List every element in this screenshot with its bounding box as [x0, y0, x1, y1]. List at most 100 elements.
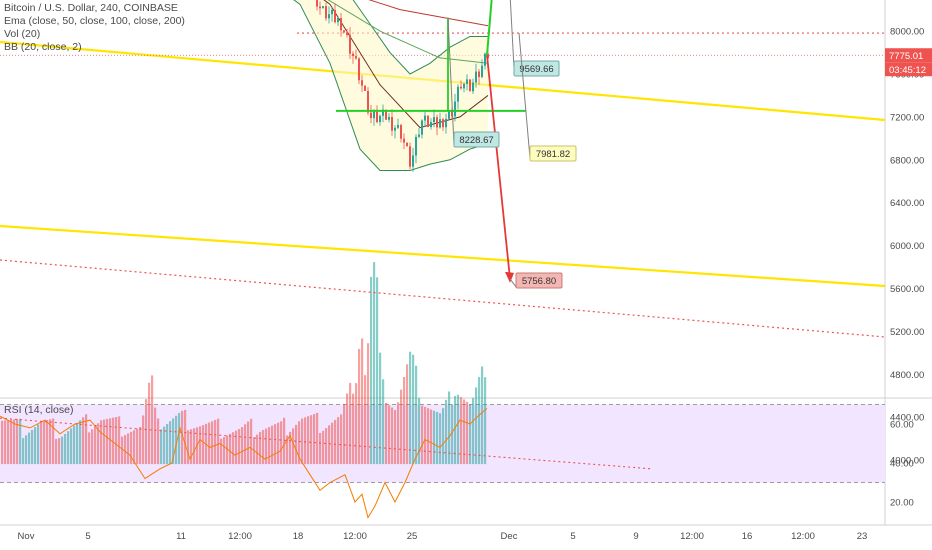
- projection-down-line: [486, 55, 511, 279]
- volume-bar: [454, 395, 457, 465]
- volume-bar: [295, 424, 298, 465]
- volume-bar: [91, 429, 94, 465]
- candle-body: [409, 146, 411, 167]
- candle-body: [466, 79, 468, 84]
- bb-legend: BB (20, close, 2): [4, 41, 82, 53]
- candle-body: [379, 115, 381, 123]
- candle-body: [424, 115, 426, 121]
- volume-bar: [250, 418, 253, 465]
- time-tick-label: 5: [570, 531, 575, 542]
- volume-bar: [142, 415, 145, 465]
- rsi-legend: RSI (14, close): [4, 404, 74, 416]
- volume-bar: [202, 425, 205, 465]
- volume-bar: [397, 402, 400, 465]
- volume-bar: [289, 431, 292, 465]
- volume-bar: [112, 417, 115, 465]
- volume-bar: [457, 394, 460, 465]
- volume-bar: [448, 391, 451, 465]
- down-arrowhead: [505, 271, 514, 283]
- candle-body: [418, 134, 420, 137]
- volume-bar: [316, 412, 319, 465]
- volume-bar: [67, 431, 70, 465]
- volume-bar: [13, 419, 16, 465]
- volume-bar: [64, 433, 67, 465]
- candle-body: [397, 125, 399, 128]
- time-tick-label: 18: [293, 531, 304, 542]
- volume-bar: [409, 351, 412, 465]
- volume-bar: [73, 425, 76, 465]
- volume-bar: [94, 426, 97, 465]
- volume-bar: [451, 404, 454, 465]
- candle-body: [460, 86, 462, 89]
- volume-bar: [58, 438, 61, 465]
- candle-body: [421, 120, 423, 135]
- volume-bar: [154, 407, 157, 465]
- volume-bar: [85, 414, 88, 465]
- candle-body: [388, 117, 390, 120]
- volume-bar: [184, 409, 187, 465]
- time-tick-label: 23: [857, 531, 868, 542]
- candle-body: [406, 142, 408, 147]
- volume-bar: [82, 417, 85, 465]
- volume-bar: [424, 406, 427, 465]
- candle-body: [484, 53, 486, 66]
- volume-bar: [100, 420, 103, 465]
- volume-bar: [124, 435, 127, 465]
- volume-bar: [484, 377, 487, 465]
- volume-bar: [187, 430, 190, 465]
- candle-body: [340, 18, 342, 31]
- volume-bar: [442, 408, 445, 465]
- rsi-trendline: [0, 417, 653, 470]
- time-tick-label: 16: [742, 531, 753, 542]
- candle-body: [475, 71, 477, 83]
- bollinger-fill: [294, 0, 488, 171]
- candle-body: [394, 127, 396, 131]
- candle-body: [454, 101, 456, 117]
- volume-bar: [478, 376, 481, 465]
- volume-bar: [466, 401, 469, 465]
- volume-bar: [310, 415, 313, 465]
- volume-bar: [430, 409, 433, 465]
- volume-bar: [301, 418, 304, 465]
- volume-bar: [343, 403, 346, 465]
- volume-bar: [223, 437, 226, 465]
- volume-bar: [268, 427, 271, 465]
- volume-bar: [304, 417, 307, 465]
- volume-bar: [61, 436, 64, 465]
- bollinger-upper: [352, 0, 488, 75]
- candle-body: [331, 9, 333, 15]
- price-tick-label: 7200.00: [890, 112, 924, 123]
- volume-bar: [235, 430, 238, 465]
- candle-body: [463, 83, 465, 89]
- candle-body: [337, 18, 339, 23]
- volume-bar: [193, 428, 196, 465]
- candle-body: [400, 125, 402, 139]
- volume-bar: [22, 438, 25, 465]
- time-tick-label: 25: [407, 531, 418, 542]
- candle-body: [319, 6, 321, 9]
- volume-bar: [307, 416, 310, 465]
- callout-7981-leader: [518, 33, 531, 159]
- time-tick-label: 12:00: [680, 531, 704, 542]
- volume-bar: [130, 431, 133, 465]
- volume-bar: [88, 432, 91, 465]
- volume-bar: [277, 422, 280, 465]
- candle-body: [328, 14, 330, 19]
- volume-bar: [340, 414, 343, 465]
- volume-bar: [364, 375, 367, 465]
- volume-bar: [208, 422, 211, 465]
- price-tick-label: 8000.00: [890, 27, 924, 38]
- volume-bar: [349, 382, 352, 465]
- volume-bar: [181, 410, 184, 465]
- callout-9569-box: [513, 60, 560, 77]
- callout-9569-leader: [509, 0, 515, 69]
- projection-up-line: [486, 0, 493, 56]
- candle-body: [403, 138, 405, 143]
- candle-body: [325, 6, 327, 19]
- candle-body: [382, 109, 384, 116]
- candle-body: [436, 117, 438, 128]
- callout-5756-leader: [509, 278, 517, 288]
- candle-body: [367, 90, 369, 113]
- rsi-line: [0, 408, 488, 519]
